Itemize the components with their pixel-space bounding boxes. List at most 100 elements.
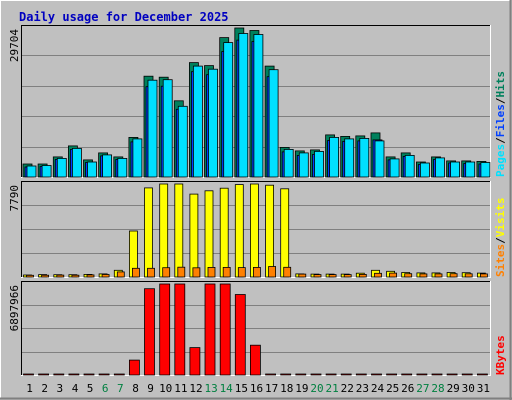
bar-pages-day-19 (298, 152, 309, 178)
bar-visits-day-9 (144, 187, 153, 278)
bar-pages-day-10 (162, 79, 173, 178)
bar-kbytes-day-16 (249, 344, 261, 376)
bar-pages-day-16 (253, 34, 264, 178)
x-axis-label-day-20: 20 (310, 382, 323, 395)
bar-pages-day-17 (268, 69, 279, 178)
bar-kbytes-day-5 (83, 373, 95, 376)
bar-kbytes-day-13 (204, 283, 216, 376)
bar-pages-day-8 (132, 138, 143, 178)
y-axis-max-label: 6897966 (8, 285, 21, 331)
bar-sites-day-31 (479, 273, 488, 278)
panel-hits-files-pages: 29704 Pages/Files/Hits (8, 25, 507, 178)
bar-sites-day-14 (222, 266, 231, 278)
legend-separator: / (494, 137, 507, 144)
bar-kbytes-day-18 (280, 373, 292, 376)
bar-pages-day-21 (329, 136, 340, 178)
bar-pages-day-13 (208, 68, 218, 178)
bar-kbytes-day-7 (113, 373, 125, 376)
bar-visits-day-18 (280, 188, 290, 278)
legend: Pages/Files/Hits (494, 71, 507, 177)
bar-sites-day-11 (177, 266, 186, 278)
bar-pages-day-12 (192, 65, 203, 178)
x-axis-label-day-2: 2 (41, 382, 48, 395)
bar-visits-day-13 (204, 190, 214, 278)
bar-sites-day-25 (389, 272, 398, 278)
bar-sites-day-19 (298, 273, 307, 278)
series-visits (23, 183, 486, 278)
bar-kbytes-day-27 (416, 373, 428, 376)
bar-sites-day-18 (283, 266, 292, 278)
x-axis-label-day-15: 15 (235, 382, 248, 395)
bar-sites-day-20 (313, 274, 322, 278)
legend: Sites/Visits (494, 198, 507, 278)
panel-visits-sites: 7790 Sites/Visits (8, 181, 507, 278)
bar-pages-day-1 (26, 165, 37, 178)
bar-sites-day-30 (464, 273, 473, 278)
legend-kbytes: KBytes (494, 335, 507, 375)
legend: KBytes (494, 335, 507, 375)
bar-pages-day-9 (147, 79, 158, 178)
bar-visits-day-11 (174, 183, 184, 278)
bar-kbytes-day-22 (340, 373, 352, 376)
x-axis-label-day-16: 16 (250, 382, 263, 395)
bar-sites-day-23 (358, 273, 367, 278)
x-axis-label-day-7: 7 (117, 382, 124, 395)
x-axis-label-day-21: 21 (325, 382, 338, 395)
bar-kbytes-day-14 (219, 283, 231, 376)
bar-visits-day-14 (219, 187, 229, 278)
chart-panels: 29704 Pages/Files/Hits 7790 Sites/Visits 689… (8, 25, 507, 376)
chart-title: Daily usage for December 2025 (19, 10, 229, 24)
bar-pages-day-15 (238, 33, 249, 178)
bar-kbytes-day-4 (68, 373, 80, 376)
legend-pages: Pages (494, 144, 507, 177)
x-axis-label-day-1: 1 (26, 382, 33, 395)
bar-kbytes-day-12 (189, 347, 201, 376)
x-axis-day-labels: 1 2 3 4 5 6 7 8 9 10 11 12 13 14 15 16 17 18 19 20 21 22 23 24 2… (26, 382, 490, 395)
bar-kbytes-day-24 (371, 373, 382, 376)
legend-hits: Hits (494, 71, 507, 98)
x-axis-label-day-30: 30 (462, 382, 475, 395)
bar-kbytes-day-28 (431, 373, 443, 376)
y-axis-max-label: 7790 (8, 185, 21, 212)
bar-pages-day-2 (41, 165, 52, 178)
bar-pages-day-29 (450, 161, 461, 178)
x-axis-label-day-29: 29 (447, 382, 460, 395)
bar-kbytes-day-3 (53, 373, 65, 376)
bar-kbytes-day-10 (159, 283, 171, 376)
bar-pages-day-25 (389, 158, 400, 178)
panel-kbytes: 6897966 KBytes (8, 281, 507, 376)
bar-kbytes-day-2 (38, 373, 49, 376)
bar-sites-day-16 (252, 266, 261, 278)
bar-pages-day-20 (314, 150, 324, 178)
bar-pages-day-18 (283, 148, 294, 178)
bar-visits-day-12 (189, 193, 199, 278)
bar-sites-day-3 (56, 274, 65, 278)
bar-pages-day-23 (359, 137, 370, 178)
bar-sites-day-5 (86, 274, 95, 278)
x-axis-label-day-25: 25 (386, 382, 399, 395)
x-axis-label-day-4: 4 (72, 382, 79, 395)
y-axis-max-label: 29704 (8, 29, 21, 62)
bar-kbytes-day-15 (234, 294, 246, 376)
x-axis-label-day-31: 31 (477, 382, 490, 395)
bar-sites-day-7 (116, 271, 125, 278)
legend-separator: / (494, 97, 507, 104)
bar-kbytes-day-23 (355, 373, 367, 376)
bar-sites-day-29 (449, 273, 458, 278)
series-kbytes (23, 283, 488, 376)
x-axis-label-day-10: 10 (159, 382, 172, 395)
bar-sites-day-12 (192, 267, 201, 278)
bar-pages-day-22 (344, 138, 355, 178)
bar-sites-day-9 (147, 267, 155, 278)
x-axis-label-day-19: 19 (295, 382, 308, 395)
bar-sites-day-10 (162, 267, 171, 278)
bar-visits-day-17 (265, 184, 275, 278)
x-axis-label-day-11: 11 (174, 382, 187, 395)
bar-kbytes-day-19 (295, 373, 307, 376)
bar-sites-day-1 (26, 274, 34, 278)
bar-sites-day-26 (404, 273, 413, 278)
bar-visits-day-15 (234, 184, 244, 278)
bar-pages-day-30 (465, 161, 476, 178)
x-axis-label-day-6: 6 (102, 382, 109, 395)
x-axis-label-day-28: 28 (431, 382, 444, 395)
